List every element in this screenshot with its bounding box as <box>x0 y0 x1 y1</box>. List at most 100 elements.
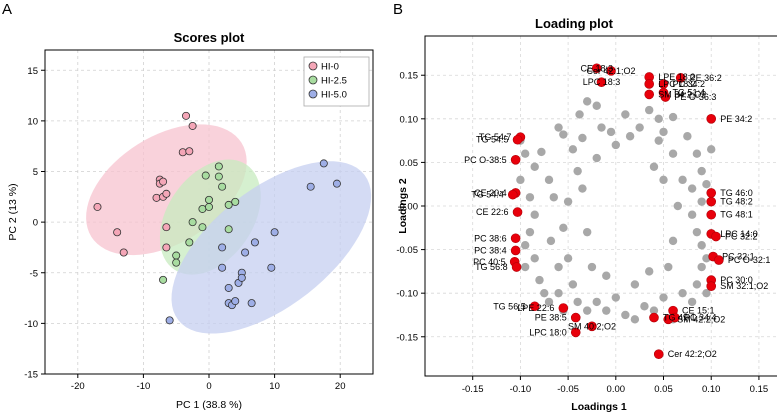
highlighted-point-label: CE 15:1 <box>682 306 715 316</box>
score-point <box>198 223 207 232</box>
loading-point <box>664 262 673 272</box>
highlighted-point-label: PE 36:2 <box>690 73 722 83</box>
x-tick-label: 0 <box>206 381 211 392</box>
highlighted-loading-point <box>558 303 569 313</box>
score-point <box>247 299 256 308</box>
loading-point <box>582 227 592 237</box>
score-point <box>224 283 233 292</box>
y-tick-label: -0.10 <box>396 289 418 300</box>
highlighted-point-label: PE O-36:3 <box>674 92 716 102</box>
y-tick-label: -10 <box>24 319 38 330</box>
loading-point <box>692 280 702 289</box>
highlighted-point-label: TG 46:0 <box>720 188 753 198</box>
score-point <box>319 159 328 168</box>
loading-point <box>602 271 611 280</box>
y-tick-label: -5 <box>30 268 38 279</box>
loading-point <box>687 297 697 307</box>
loading-point <box>535 275 544 285</box>
score-point <box>224 200 233 209</box>
scores-plot-ellipses <box>86 124 372 334</box>
scores-plot-y-label: PC 2 (13 %) <box>7 183 19 240</box>
highlighted-loading-point <box>706 209 717 220</box>
loading-point <box>640 302 649 311</box>
loading-point <box>563 197 573 206</box>
loading-point <box>697 262 706 272</box>
highlighted-point-label: LPC 14:0 <box>720 229 758 239</box>
highlighted-point-label: SM 32:1;O2 <box>720 281 768 291</box>
score-point <box>182 111 191 120</box>
loading-point <box>559 130 568 139</box>
loading-point <box>625 132 635 141</box>
highlighted-point-label: PC 38:6 <box>474 233 507 243</box>
loading-point <box>707 145 716 154</box>
score-point <box>204 202 213 211</box>
loading-point <box>645 267 654 276</box>
loading-point <box>606 127 616 137</box>
legend-marker <box>308 61 318 71</box>
loading-point <box>654 136 663 145</box>
x-tick-label: -0.05 <box>557 384 579 395</box>
score-point <box>188 121 197 130</box>
loading-point <box>692 149 702 158</box>
y-tick-label: 0.10 <box>400 114 419 125</box>
highlighted-point-label: LPC 18:2 <box>658 79 696 89</box>
y-tick-label: -0.05 <box>396 245 418 256</box>
legend-marker <box>308 89 318 99</box>
loading-point <box>659 175 668 185</box>
score-point <box>306 182 315 191</box>
score-point <box>185 238 194 247</box>
highlighted-point-label: LPE 18:2 <box>658 72 695 82</box>
loading-point <box>611 140 621 150</box>
highlighted-loading-point <box>663 314 674 325</box>
highlighted-point-label: SM 40:2;O2 <box>568 321 616 331</box>
loading-plot-highlighted-points <box>507 63 724 360</box>
legend-label: HI-0 <box>321 62 339 73</box>
highlighted-point-label: PC O-38:5 <box>464 155 507 165</box>
score-point <box>250 238 259 247</box>
highlighted-loading-point <box>644 79 655 89</box>
highlighted-point-label: Cer 42:2;O2 <box>668 349 717 359</box>
loading-point <box>683 132 692 141</box>
loading-point <box>573 166 582 176</box>
loading-point <box>525 193 535 202</box>
loading-point <box>659 293 668 302</box>
loading-point <box>530 210 539 219</box>
highlighted-loading-point <box>649 312 659 323</box>
highlighted-loading-point <box>570 327 581 338</box>
highlighted-point-label: PC 34:2 <box>673 79 706 89</box>
loading-point <box>692 227 702 237</box>
loading-point <box>668 112 678 122</box>
score-point <box>231 297 240 306</box>
highlighted-loading-point <box>596 77 607 88</box>
loading-plot-y-label: Loadings 2 <box>397 178 409 234</box>
highlighted-loading-point <box>711 231 721 242</box>
highlighted-point-label: TG 54:5 <box>476 135 509 145</box>
loading-plot-ticks: -0.15 -0.10 -0.05 0.00 0.05 0.10 0.15 -0.15 -0.1… <box>396 71 768 395</box>
loading-point <box>702 180 711 189</box>
loading-point <box>530 162 539 171</box>
highlighted-point-label: TG 49:1 <box>663 313 696 323</box>
loading-point <box>621 110 630 119</box>
highlighted-loading-point <box>512 207 523 217</box>
highlighted-point-label: LPC 18:0 <box>529 327 567 337</box>
loading-point <box>668 149 678 158</box>
highlighted-loading-point <box>706 196 717 207</box>
highlighted-point-label: CE 22:6 <box>476 207 509 217</box>
loading-point <box>575 110 584 119</box>
loading-point <box>520 241 530 250</box>
highlighted-point-label: PC 38:4 <box>474 245 507 255</box>
scores-plot-title: Scores plot <box>174 30 245 45</box>
score-point <box>332 179 341 188</box>
x-tick-label: -0.10 <box>510 384 532 395</box>
loading-point <box>554 262 563 272</box>
loading-point <box>520 149 530 158</box>
loading-point <box>587 262 597 272</box>
loading-point <box>592 297 601 307</box>
y-tick-label: 0 <box>33 218 38 229</box>
highlighted-point-label: TG 54:7 <box>479 132 512 142</box>
highlighted-loading-point <box>510 154 521 165</box>
score-point <box>162 189 171 198</box>
y-tick-label: 0.15 <box>400 71 419 82</box>
highlighted-point-label: TG 48:1 <box>720 210 753 220</box>
highlighted-point-label: TG 56:5 <box>493 301 526 311</box>
